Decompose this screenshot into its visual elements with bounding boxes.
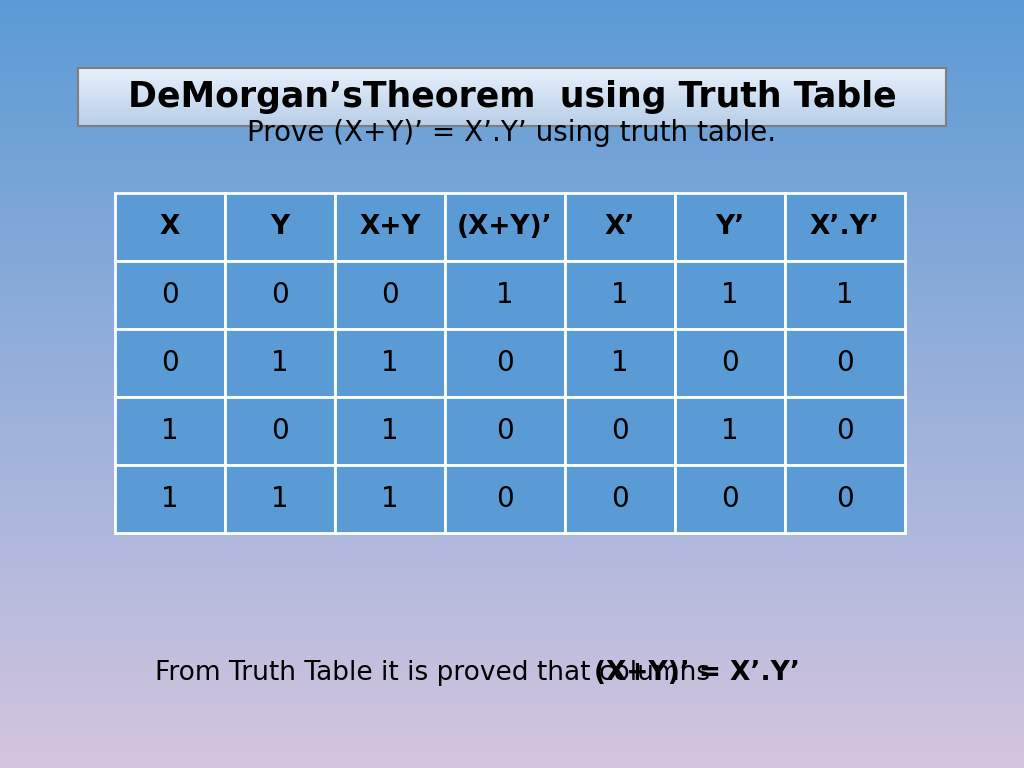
Text: 1: 1 [497,281,514,309]
Text: 1: 1 [381,485,398,513]
Bar [445,397,565,465]
Bar [445,465,565,533]
Text: 0: 0 [496,417,514,445]
Bar [565,397,675,465]
Text: 1: 1 [271,485,289,513]
Bar [675,261,785,329]
Text: 1: 1 [161,485,179,513]
Text: X’: X’ [605,214,635,240]
Text: 1: 1 [721,281,738,309]
Bar [445,261,565,329]
Bar [565,465,675,533]
Text: 1: 1 [271,349,289,377]
Text: 0: 0 [837,485,854,513]
Text: 0: 0 [161,349,179,377]
Text: 0: 0 [837,417,854,445]
Text: 1: 1 [381,417,398,445]
Bar [335,465,445,533]
Text: X’.Y’: X’.Y’ [810,214,880,240]
Text: Y: Y [270,214,290,240]
Bar [565,193,675,261]
Bar [335,329,445,397]
Bar [115,397,225,465]
Bar [675,193,785,261]
Bar [785,261,905,329]
Bar [115,329,225,397]
Bar [675,465,785,533]
Text: Prove (X+Y)’ = X’.Y’ using truth table.: Prove (X+Y)’ = X’.Y’ using truth table. [248,119,776,147]
Text: 1: 1 [381,349,398,377]
Text: 1: 1 [611,281,629,309]
Text: 0: 0 [271,281,289,309]
Bar [225,329,335,397]
Text: From Truth Table it is proved that columns: From Truth Table it is proved that colum… [155,660,719,686]
Bar [225,465,335,533]
Text: 0: 0 [271,417,289,445]
Text: X: X [160,214,180,240]
Bar [335,397,445,465]
Text: 0: 0 [611,417,629,445]
Text: 0: 0 [721,485,739,513]
Text: 0: 0 [496,349,514,377]
Bar [785,397,905,465]
Text: 0: 0 [721,349,739,377]
Bar [445,329,565,397]
Text: (X+Y)’ = X’.Y’: (X+Y)’ = X’.Y’ [594,660,800,686]
Text: 0: 0 [611,485,629,513]
Bar [78,68,946,126]
Text: 1: 1 [721,417,738,445]
Bar [225,193,335,261]
Text: Y’: Y’ [716,214,744,240]
Text: 0: 0 [381,281,399,309]
Text: DeMorgan’sTheorem  using Truth Table: DeMorgan’sTheorem using Truth Table [128,80,896,114]
Bar [225,397,335,465]
Text: (X+Y)’: (X+Y)’ [457,214,553,240]
Bar [675,329,785,397]
Bar [335,193,445,261]
Text: 1: 1 [837,281,854,309]
Text: X+Y: X+Y [359,214,421,240]
Text: 0: 0 [161,281,179,309]
Bar [785,193,905,261]
Text: 0: 0 [837,349,854,377]
Text: 1: 1 [611,349,629,377]
Bar [565,261,675,329]
Bar [675,397,785,465]
Text: 1: 1 [161,417,179,445]
Bar [225,261,335,329]
Bar [565,329,675,397]
Bar [335,261,445,329]
Bar [115,193,225,261]
Bar [115,465,225,533]
Text: 0: 0 [496,485,514,513]
Bar [115,261,225,329]
Bar [785,465,905,533]
Bar [785,329,905,397]
Bar [445,193,565,261]
